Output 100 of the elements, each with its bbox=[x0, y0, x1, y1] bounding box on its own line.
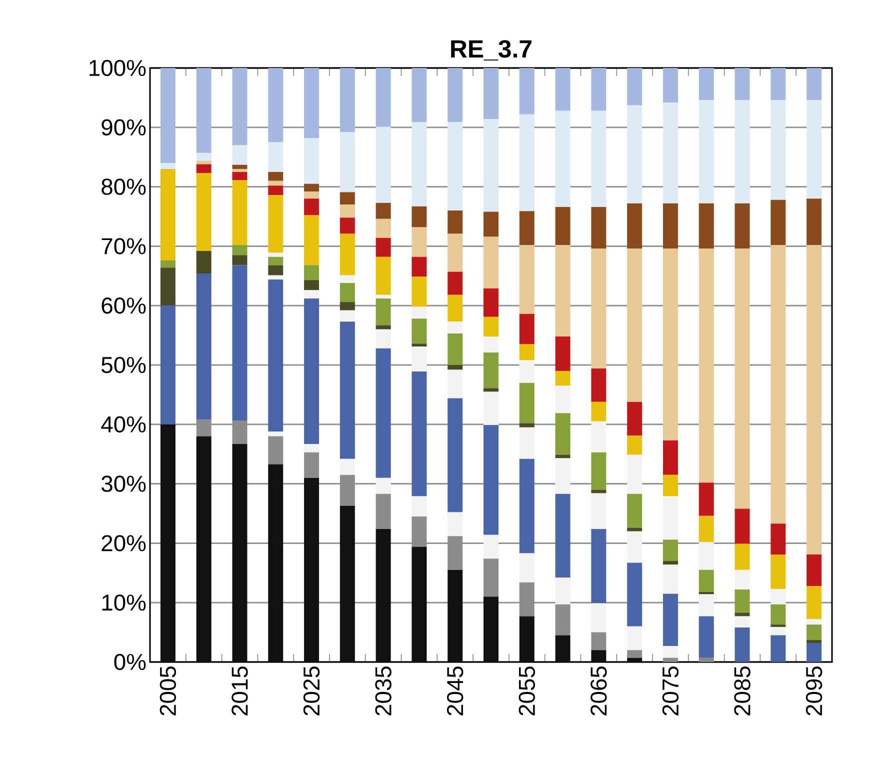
bar bbox=[448, 294, 463, 322]
bar bbox=[232, 420, 248, 444]
bar bbox=[519, 344, 534, 360]
bar bbox=[160, 163, 176, 169]
bar bbox=[806, 624, 822, 640]
bar bbox=[160, 168, 176, 260]
bar bbox=[734, 248, 750, 509]
bar bbox=[698, 570, 714, 592]
bar bbox=[448, 370, 463, 398]
bar bbox=[555, 413, 570, 455]
x-tick-label: 2095 bbox=[806, 666, 822, 716]
bar bbox=[196, 274, 212, 420]
bar bbox=[519, 423, 534, 428]
bar bbox=[196, 173, 212, 251]
bar bbox=[484, 352, 499, 388]
bar bbox=[591, 632, 606, 650]
bar bbox=[698, 616, 714, 658]
bar bbox=[340, 234, 355, 276]
bar bbox=[555, 68, 570, 111]
bar bbox=[196, 160, 212, 164]
bar bbox=[340, 218, 355, 234]
bar bbox=[232, 68, 248, 146]
bar bbox=[627, 454, 642, 494]
bar bbox=[662, 203, 678, 249]
bar bbox=[376, 494, 391, 529]
bar bbox=[806, 245, 822, 554]
y-tick-label: 50% bbox=[102, 356, 146, 374]
y-tick-label: 90% bbox=[102, 119, 146, 136]
bar bbox=[555, 604, 570, 636]
bar bbox=[591, 421, 606, 452]
bar bbox=[304, 198, 320, 216]
bar bbox=[591, 493, 606, 529]
bar bbox=[268, 432, 284, 436]
x-tick-label: 2005 bbox=[160, 666, 176, 716]
bar bbox=[412, 276, 427, 307]
bar bbox=[340, 474, 355, 506]
bar bbox=[412, 206, 427, 228]
bar bbox=[484, 212, 499, 237]
bar bbox=[662, 248, 678, 440]
x-tick-label: 2035 bbox=[375, 666, 392, 716]
bar bbox=[555, 206, 570, 246]
bar bbox=[412, 227, 427, 257]
bar bbox=[196, 152, 212, 161]
bar bbox=[698, 482, 714, 516]
bar bbox=[806, 198, 822, 246]
bar bbox=[448, 398, 463, 512]
bar bbox=[770, 68, 786, 100]
bar bbox=[734, 612, 750, 616]
bar bbox=[340, 310, 355, 322]
bar bbox=[412, 256, 427, 276]
bar bbox=[268, 256, 284, 266]
bar bbox=[196, 250, 212, 274]
bar bbox=[160, 260, 176, 268]
bar bbox=[268, 142, 284, 172]
bar bbox=[268, 275, 284, 280]
bar bbox=[484, 392, 499, 425]
bar bbox=[519, 616, 534, 662]
bar bbox=[734, 544, 750, 570]
bar bbox=[662, 564, 678, 594]
bar bbox=[591, 528, 606, 604]
bar bbox=[806, 554, 822, 586]
bar bbox=[376, 126, 391, 203]
bar bbox=[662, 594, 678, 646]
bar bbox=[376, 202, 391, 219]
bar bbox=[448, 536, 463, 570]
bar bbox=[698, 203, 714, 249]
bar bbox=[340, 204, 355, 218]
bar bbox=[304, 290, 320, 298]
bar bbox=[340, 275, 355, 284]
bar bbox=[555, 635, 570, 662]
bar bbox=[591, 650, 606, 662]
bar bbox=[591, 368, 606, 402]
bar bbox=[770, 626, 786, 636]
bar bbox=[627, 68, 642, 106]
bar bbox=[519, 360, 534, 383]
bar bbox=[412, 372, 427, 496]
bar bbox=[698, 592, 714, 594]
bar bbox=[519, 314, 534, 344]
bar bbox=[555, 336, 570, 371]
bar bbox=[160, 68, 176, 164]
bar bbox=[268, 68, 284, 142]
bar bbox=[484, 119, 499, 212]
bar bbox=[376, 68, 391, 127]
bar bbox=[519, 68, 534, 114]
bar bbox=[268, 195, 284, 253]
bar bbox=[770, 245, 786, 524]
bar bbox=[519, 382, 534, 424]
bar bbox=[555, 245, 570, 336]
bar bbox=[268, 252, 284, 257]
bar bbox=[770, 554, 786, 589]
bar bbox=[376, 528, 391, 662]
x-tick-label: 2045 bbox=[446, 666, 464, 716]
bar bbox=[484, 558, 499, 597]
bar bbox=[484, 596, 499, 662]
y-tick-label: 80% bbox=[102, 178, 146, 195]
bar bbox=[304, 280, 320, 290]
bar bbox=[304, 138, 320, 184]
bar bbox=[196, 420, 212, 436]
bar bbox=[627, 626, 642, 650]
bar bbox=[448, 322, 463, 334]
